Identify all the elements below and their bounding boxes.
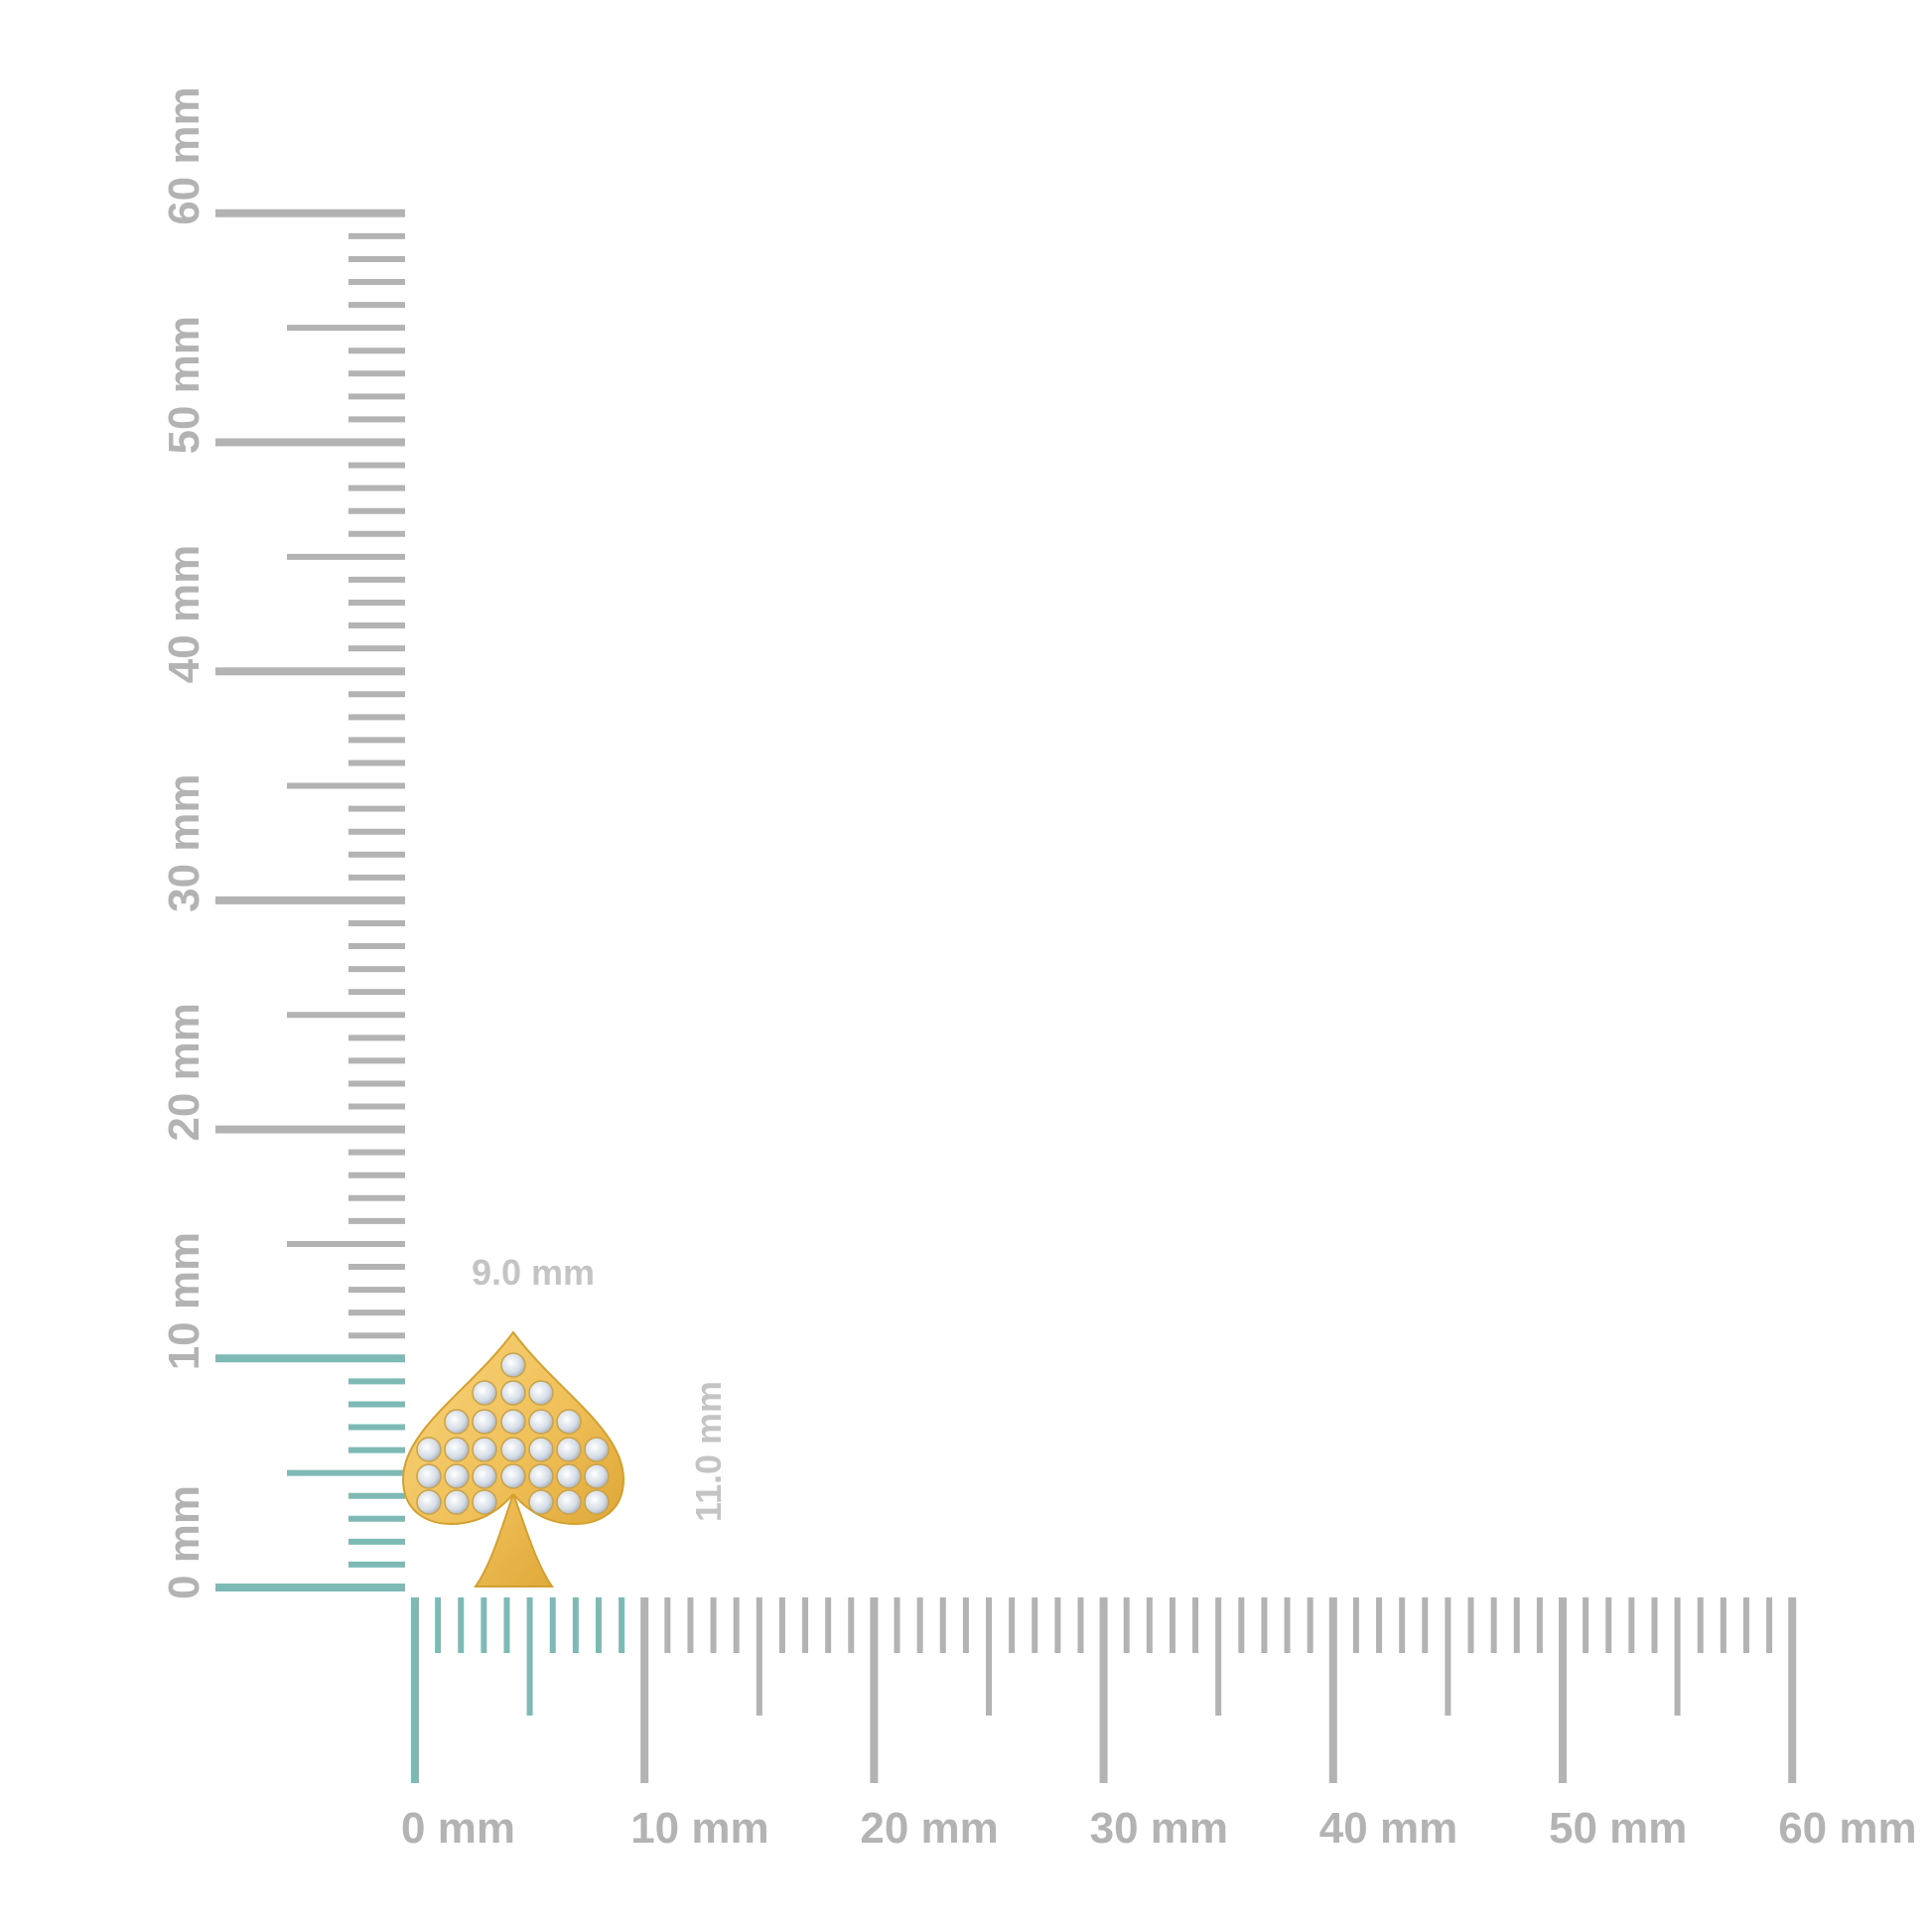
vertical-ruler-label: 40 mm [160, 545, 208, 683]
diamond [528, 1409, 554, 1435]
vertical-ruler-label: 50 mm [160, 316, 208, 454]
diamond [472, 1380, 497, 1406]
horizontal-ruler-labels: 0 mm 10 mm 20 mm 30 mm 40 mm 50 mm 60 mm [401, 1804, 1917, 1853]
horizontal-ruler-label: 0 mm [401, 1804, 515, 1853]
diamond [500, 1437, 526, 1462]
diamond [444, 1489, 470, 1515]
diamond [584, 1489, 610, 1515]
diamond [472, 1437, 497, 1462]
diamond [416, 1463, 442, 1489]
diamond [500, 1409, 526, 1435]
vertical-ruler-label: 20 mm [160, 1003, 208, 1141]
vertical-ruler-label: 30 mm [160, 773, 208, 911]
diamond [500, 1380, 526, 1406]
diamond [472, 1489, 497, 1515]
diamond [500, 1463, 526, 1489]
diamond [444, 1409, 470, 1435]
diamond [500, 1352, 526, 1378]
diamond [556, 1489, 582, 1515]
vertical-ruler-label: 0 mm [160, 1485, 208, 1599]
diamond [528, 1463, 554, 1489]
spade-icon [401, 1330, 625, 1587]
diamond [556, 1437, 582, 1462]
diamond [584, 1463, 610, 1489]
diamond [584, 1437, 610, 1462]
horizontal-ruler-label: 20 mm [860, 1804, 998, 1853]
diamond [472, 1463, 497, 1489]
horizontal-ruler-label: 10 mm [630, 1804, 768, 1853]
diamond-pave [416, 1352, 610, 1515]
diamond [556, 1463, 582, 1489]
height-dimension-label: 11.0 mm [688, 1381, 729, 1522]
diamond [472, 1409, 497, 1435]
horizontal-ruler-label: 60 mm [1778, 1804, 1916, 1853]
diamond [444, 1437, 470, 1462]
horizontal-ruler-label: 50 mm [1549, 1804, 1687, 1853]
horizontal-ruler-label: 40 mm [1319, 1804, 1457, 1853]
diamond [444, 1463, 470, 1489]
vertical-ruler [215, 208, 405, 1591]
diamond [528, 1489, 554, 1515]
vertical-ruler-labels: 0 mm 10 mm 20 mm 30 mm 40 mm 50 mm 60 mm [160, 86, 208, 1599]
diamond [416, 1437, 442, 1462]
diamond [528, 1437, 554, 1462]
horizontal-ruler-label: 30 mm [1090, 1804, 1228, 1853]
horizontal-ruler [411, 1597, 1797, 1783]
width-dimension-label: 9.0 mm [472, 1252, 595, 1293]
diamond [528, 1380, 554, 1406]
diamond [416, 1489, 442, 1515]
diamond [556, 1409, 582, 1435]
vertical-ruler-label: 60 mm [160, 86, 208, 224]
vertical-ruler-label: 10 mm [160, 1232, 208, 1370]
